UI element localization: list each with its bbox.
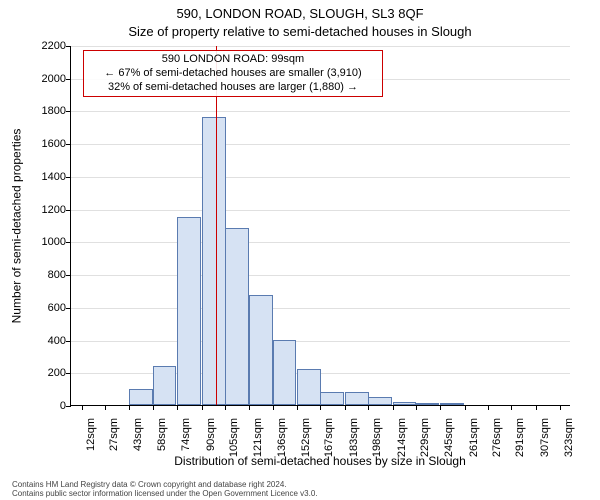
xtick-label: 307sqm [539, 414, 551, 468]
histogram-bar [416, 403, 440, 405]
histogram-bar [177, 217, 201, 405]
xtick-label: 245sqm [443, 414, 455, 468]
xtick-label: 27sqm [108, 414, 120, 468]
xtick-label: 276sqm [491, 414, 503, 468]
xtick-mark [177, 405, 178, 410]
xtick-mark [465, 405, 466, 410]
histogram-bar [345, 392, 369, 405]
chart-title-main: 590, LONDON ROAD, SLOUGH, SL3 8QF [0, 6, 600, 21]
histogram-bar [320, 392, 344, 405]
gridline [71, 144, 570, 145]
gridline [71, 308, 570, 309]
ytick-label: 800 [26, 269, 66, 281]
xtick-label: 291sqm [514, 414, 526, 468]
xtick-mark [511, 405, 512, 410]
ref-annotation-line3: 32% of semi-detached houses are larger (… [90, 81, 376, 95]
xtick-label: 136sqm [276, 414, 288, 468]
xtick-mark [440, 405, 441, 410]
xtick-label: 90sqm [205, 414, 217, 468]
ytick-label: 1000 [26, 236, 66, 248]
histogram-bar [440, 403, 464, 405]
xtick-label: 167sqm [323, 414, 335, 468]
xtick-label: 229sqm [419, 414, 431, 468]
xtick-mark [368, 405, 369, 410]
gridline [71, 341, 570, 342]
ref-annotation-box: 590 LONDON ROAD: 99sqm ← 67% of semi-det… [83, 50, 383, 97]
histogram-bar [368, 397, 392, 405]
xtick-mark [273, 405, 274, 410]
histogram-bar [225, 228, 249, 405]
y-axis-label-text: Number of semi-detached properties [9, 129, 23, 324]
xtick-label: 12sqm [85, 414, 97, 468]
xtick-mark [536, 405, 537, 410]
xtick-mark [560, 405, 561, 410]
gridline [71, 275, 570, 276]
ytick-label: 1800 [26, 105, 66, 117]
reference-line [216, 46, 217, 405]
ytick-mark [66, 406, 71, 407]
histogram-bar [129, 389, 153, 405]
xtick-label: 198sqm [371, 414, 383, 468]
xtick-mark [82, 405, 83, 410]
gridline [71, 210, 570, 211]
ref-annotation-line2: ← 67% of semi-detached houses are smalle… [90, 67, 376, 81]
xtick-mark [105, 405, 106, 410]
gridline [71, 46, 570, 47]
ytick-label: 200 [26, 367, 66, 379]
xtick-label: 121sqm [252, 414, 264, 468]
xtick-label: 43sqm [132, 414, 144, 468]
xtick-mark [129, 405, 130, 410]
chart-title-sub: Size of property relative to semi-detach… [0, 24, 600, 39]
xtick-mark [153, 405, 154, 410]
xtick-label: 58sqm [156, 414, 168, 468]
ytick-label: 0 [26, 400, 66, 412]
ytick-label: 400 [26, 335, 66, 347]
gridline [71, 111, 570, 112]
histogram-bar [297, 369, 321, 405]
footer-attribution: Contains HM Land Registry data © Crown c… [12, 480, 318, 498]
histogram-bar [249, 295, 273, 405]
footer-line1: Contains HM Land Registry data © Crown c… [12, 480, 318, 489]
plot-area: 590 LONDON ROAD: 99sqm ← 67% of semi-det… [70, 46, 570, 406]
histogram-bar [393, 402, 417, 405]
xtick-mark [345, 405, 346, 410]
xtick-label: 183sqm [348, 414, 360, 468]
histogram-bar [153, 366, 177, 405]
ytick-label: 2000 [26, 73, 66, 85]
xtick-label: 261sqm [468, 414, 480, 468]
chart-frame: 590, LONDON ROAD, SLOUGH, SL3 8QF Size o… [0, 0, 600, 500]
ytick-label: 2200 [26, 40, 66, 52]
gridline [71, 242, 570, 243]
ytick-label: 1400 [26, 171, 66, 183]
gridline [71, 177, 570, 178]
xtick-label: 105sqm [228, 414, 240, 468]
xtick-mark [297, 405, 298, 410]
ref-annotation-line1: 590 LONDON ROAD: 99sqm [90, 53, 376, 67]
xtick-label: 74sqm [180, 414, 192, 468]
xtick-mark [202, 405, 203, 410]
xtick-mark [249, 405, 250, 410]
xtick-label: 323sqm [563, 414, 575, 468]
xtick-label: 214sqm [396, 414, 408, 468]
histogram-bar [273, 340, 297, 405]
xtick-mark [393, 405, 394, 410]
ytick-label: 1200 [26, 204, 66, 216]
xtick-mark [225, 405, 226, 410]
xtick-mark [416, 405, 417, 410]
ytick-label: 600 [26, 302, 66, 314]
xtick-mark [320, 405, 321, 410]
ytick-label: 1600 [26, 138, 66, 150]
xtick-mark [488, 405, 489, 410]
histogram-bar [202, 117, 226, 405]
footer-line2: Contains public sector information licen… [12, 489, 318, 498]
y-axis-label: Number of semi-detached properties [8, 46, 24, 406]
xtick-label: 152sqm [300, 414, 312, 468]
